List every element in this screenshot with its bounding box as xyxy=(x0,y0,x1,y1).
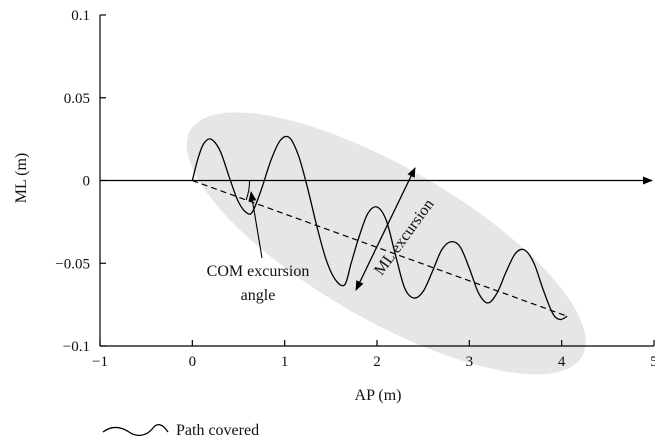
com-angle-label-line1: COM excursion xyxy=(207,263,310,280)
x-tick-label: 0 xyxy=(189,354,197,370)
x-tick-label: −1 xyxy=(92,354,108,370)
x-axis-title: AP (m) xyxy=(355,387,402,404)
y-tick-label: −0.1 xyxy=(63,339,90,355)
legend-label: Path covered xyxy=(176,422,259,439)
com-excursion-line xyxy=(192,179,568,317)
x-tick-label: 4 xyxy=(558,354,566,370)
y-tick-label: 0 xyxy=(83,174,91,190)
y-tick-label: −0.05 xyxy=(55,256,90,272)
x-tick-label: 1 xyxy=(281,354,289,370)
x-tick-label: 2 xyxy=(373,354,381,370)
y-axis-title: ML (m) xyxy=(13,153,30,204)
x-tick-label: 3 xyxy=(466,354,474,370)
com-angle-arc xyxy=(245,180,251,201)
com-angle-label-line2: angle xyxy=(241,287,276,304)
y-tick-label: 0.05 xyxy=(64,91,90,107)
ml-excursion-arrow xyxy=(355,167,416,291)
angle-pointer-arrow xyxy=(248,191,263,259)
legend-swatch xyxy=(102,424,169,436)
y-tick-label: 0.1 xyxy=(71,8,90,24)
ticks: −1 0 1 2 3 4 5 0.1 0.05 0 −0.05 −0.1 xyxy=(55,8,655,370)
x-tick-label: 5 xyxy=(650,354,655,370)
excursion-ellipse xyxy=(186,112,586,375)
